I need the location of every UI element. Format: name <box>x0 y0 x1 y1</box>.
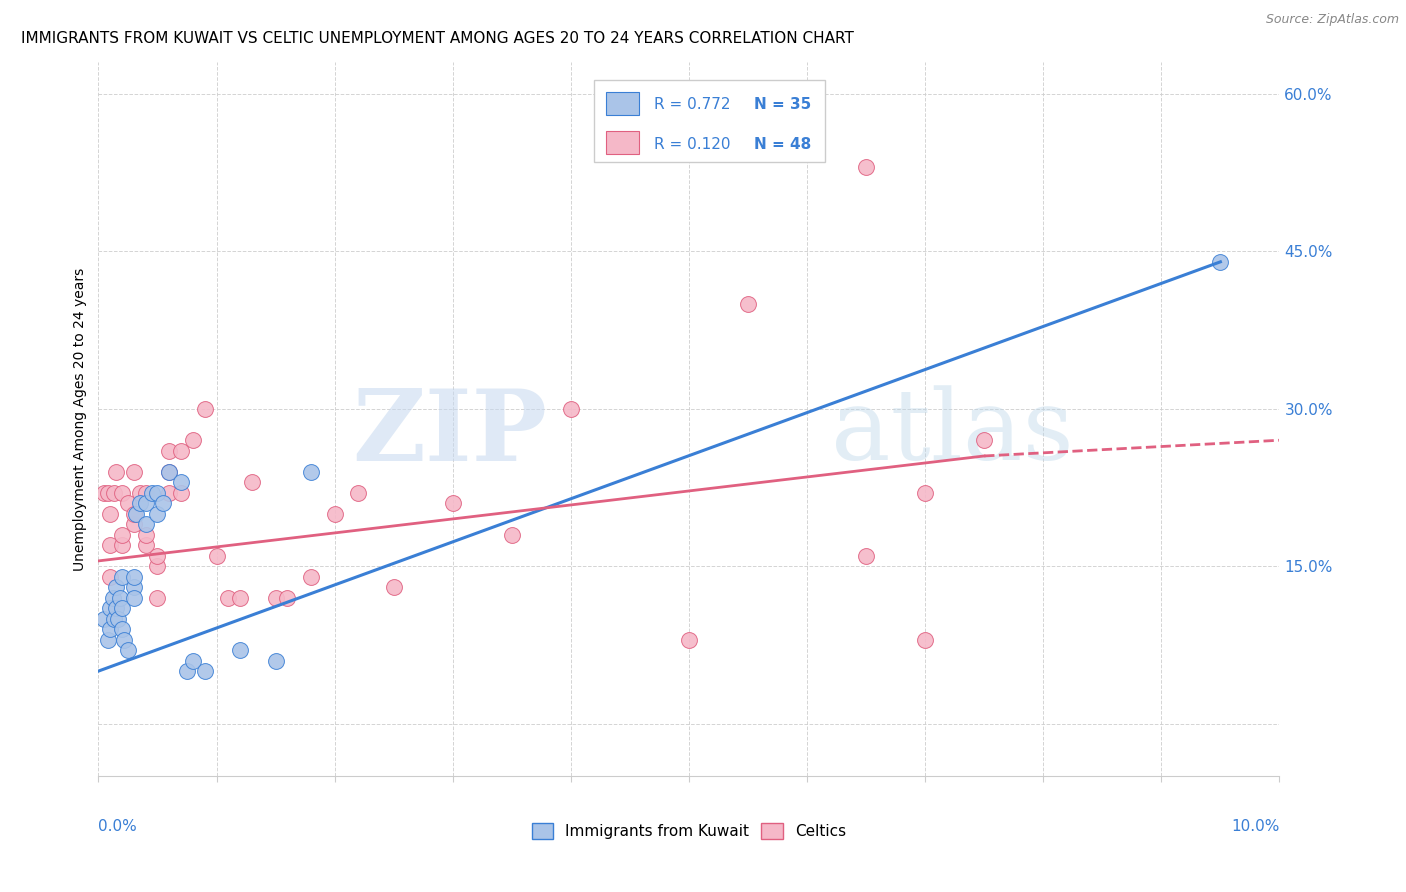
Point <box>93 612 115 626</box>
Point <box>111 527 134 541</box>
Point <box>914 632 936 647</box>
Point <box>98 622 121 636</box>
Text: R = 0.120: R = 0.120 <box>654 136 730 152</box>
Point <box>176 664 198 678</box>
Point <box>181 434 204 448</box>
Point <box>122 465 145 479</box>
Point <box>170 475 193 490</box>
Point <box>855 549 877 563</box>
Point <box>229 643 252 657</box>
Point <box>93 485 115 500</box>
Point <box>973 434 995 448</box>
Point <box>678 632 700 647</box>
Point <box>323 507 346 521</box>
Point <box>111 601 134 615</box>
Point <box>264 591 287 605</box>
Point <box>122 507 145 521</box>
Point <box>135 527 157 541</box>
FancyBboxPatch shape <box>606 92 640 114</box>
Point <box>135 496 157 510</box>
Text: Source: ZipAtlas.com: Source: ZipAtlas.com <box>1265 13 1399 27</box>
Point <box>441 496 464 510</box>
Point <box>146 485 169 500</box>
Point <box>97 632 120 647</box>
Point <box>146 549 169 563</box>
Text: ZIP: ZIP <box>353 385 547 482</box>
Point <box>855 161 877 175</box>
Point <box>299 465 322 479</box>
Point <box>217 591 239 605</box>
Point <box>128 485 150 500</box>
Point <box>111 622 134 636</box>
Point <box>205 549 228 563</box>
Point <box>914 485 936 500</box>
Point <box>101 591 124 605</box>
Point <box>347 485 370 500</box>
Point <box>157 485 180 500</box>
Point <box>229 591 252 605</box>
Point <box>382 580 405 594</box>
Point <box>117 496 139 510</box>
Point <box>264 654 287 668</box>
Point <box>152 496 174 510</box>
Point <box>1209 255 1232 269</box>
Point <box>240 475 263 490</box>
Point <box>276 591 298 605</box>
Point <box>146 507 169 521</box>
Point <box>194 664 217 678</box>
Point <box>135 538 157 552</box>
Text: atlas: atlas <box>831 385 1073 482</box>
Point <box>98 601 121 615</box>
Point <box>122 569 145 583</box>
Point <box>128 496 150 510</box>
Point <box>157 465 180 479</box>
Point <box>181 654 204 668</box>
Point <box>103 612 125 626</box>
Point <box>105 465 128 479</box>
Point <box>107 612 129 626</box>
Point <box>108 591 131 605</box>
Point <box>117 643 139 657</box>
Text: N = 48: N = 48 <box>754 136 811 152</box>
Point <box>157 465 180 479</box>
Point <box>105 580 128 594</box>
Text: 10.0%: 10.0% <box>1232 819 1279 834</box>
Point <box>501 527 523 541</box>
Point <box>98 538 121 552</box>
Y-axis label: Unemployment Among Ages 20 to 24 years: Unemployment Among Ages 20 to 24 years <box>73 268 87 571</box>
Point <box>111 569 134 583</box>
Point <box>737 297 759 311</box>
FancyBboxPatch shape <box>595 80 825 162</box>
Point <box>122 580 145 594</box>
Point <box>194 401 217 416</box>
Point <box>105 601 128 615</box>
Point <box>146 591 169 605</box>
Point <box>141 485 163 500</box>
Point <box>111 485 134 500</box>
Point <box>98 507 121 521</box>
Point <box>97 485 120 500</box>
Text: IMMIGRANTS FROM KUWAIT VS CELTIC UNEMPLOYMENT AMONG AGES 20 TO 24 YEARS CORRELAT: IMMIGRANTS FROM KUWAIT VS CELTIC UNEMPLO… <box>21 31 853 46</box>
FancyBboxPatch shape <box>606 131 640 153</box>
Point <box>135 517 157 532</box>
Text: R = 0.772: R = 0.772 <box>654 97 730 112</box>
Point <box>122 591 145 605</box>
Point <box>157 443 180 458</box>
Point <box>299 569 322 583</box>
Point <box>122 517 145 532</box>
Point <box>111 538 134 552</box>
Point <box>146 559 169 574</box>
Text: N = 35: N = 35 <box>754 97 811 112</box>
Point <box>98 569 121 583</box>
Point <box>103 485 125 500</box>
Point <box>170 485 193 500</box>
Point <box>112 632 135 647</box>
Point <box>125 507 148 521</box>
Point <box>560 401 582 416</box>
Point <box>135 485 157 500</box>
Legend: Immigrants from Kuwait, Celtics: Immigrants from Kuwait, Celtics <box>531 823 846 838</box>
Text: 0.0%: 0.0% <box>98 819 138 834</box>
Point <box>170 443 193 458</box>
